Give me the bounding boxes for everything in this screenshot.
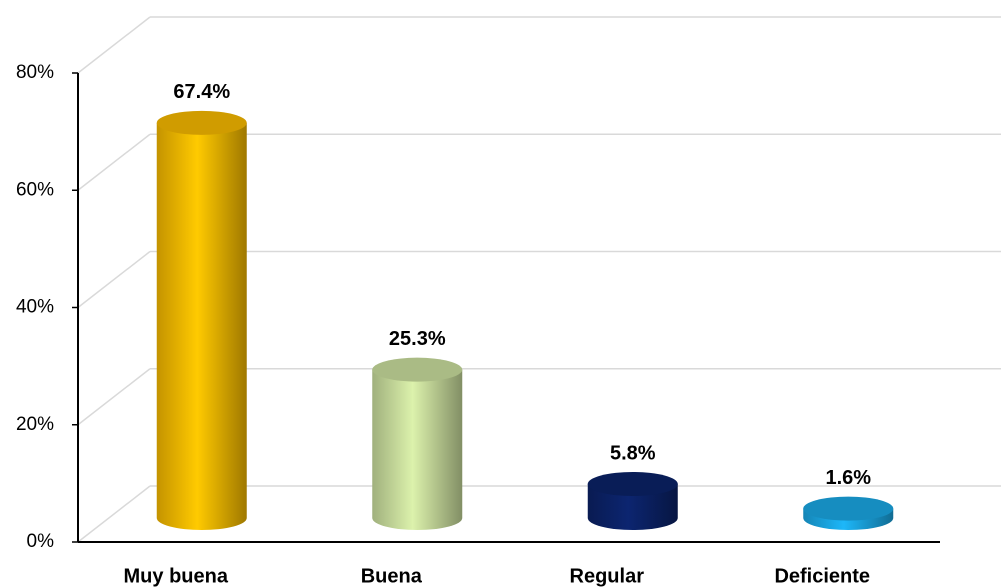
- y-tick-label: 80%: [16, 62, 54, 83]
- value-label: 5.8%: [610, 442, 656, 464]
- x-tick-label: Regular: [570, 565, 645, 587]
- bar: [372, 369, 463, 530]
- grid-line-side: [77, 16, 151, 74]
- bar-top: [372, 357, 463, 382]
- grid-line-side: [77, 133, 151, 191]
- bar: [587, 483, 678, 530]
- bar-top: [803, 496, 894, 521]
- bar-top: [156, 110, 247, 135]
- grid-line-side: [77, 485, 151, 543]
- grid-line-side: [77, 250, 151, 309]
- y-tick-label: 40%: [16, 297, 54, 318]
- value-label: 25.3%: [389, 328, 446, 350]
- x-tick-label: Muy buena: [124, 565, 229, 587]
- y-tick-label: 20%: [16, 414, 54, 435]
- bar-top: [587, 471, 678, 496]
- bar: [156, 122, 247, 531]
- x-tick-label: Deficiente: [774, 565, 870, 587]
- x-tick-label: Buena: [361, 565, 423, 587]
- value-label: 1.6%: [825, 467, 871, 489]
- y-tick-label: 0%: [27, 531, 55, 552]
- grid-line-side: [77, 368, 151, 426]
- y-tick-label: 60%: [16, 179, 54, 200]
- value-label: 67.4%: [173, 81, 230, 103]
